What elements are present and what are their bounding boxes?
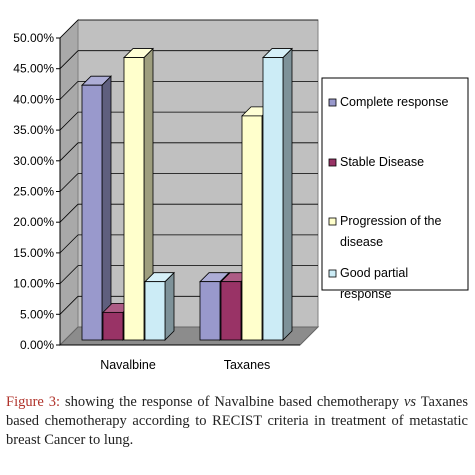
legend-label: Stable Disease <box>340 155 424 169</box>
gridline-side <box>59 142 79 162</box>
y-tick-label: 0.00% <box>20 338 54 352</box>
gridline-side <box>59 203 79 223</box>
x-tick-label: Navalbine <box>100 358 156 372</box>
bar-navalbine-progression-of-the-disease <box>123 47 154 341</box>
legend-item: Complete response <box>328 95 448 109</box>
gridline-side <box>59 265 79 284</box>
legend-label: Progression of the disease <box>340 214 441 249</box>
legend-swatch <box>328 269 337 278</box>
bar-taxanes-good-partial-response <box>262 47 293 341</box>
y-tick-label: 25.00% <box>13 185 54 199</box>
y-tick-label: 30.00% <box>13 154 54 168</box>
y-tick-label: 45.00% <box>13 62 54 76</box>
response-chart: 0.00% 5.00% 10.00% 15.00% 20.00% 25.00% 30.00%… <box>13 18 469 372</box>
caption-label: Figure 3: <box>6 394 61 410</box>
figure-caption: Figure 3: showing the response of Navalb… <box>6 393 468 450</box>
legend-swatch <box>328 158 337 167</box>
bar-navalbine-complete-response <box>81 75 112 341</box>
bar-navalbine-good-partial-response <box>144 271 175 341</box>
caption-vs: vs <box>403 394 417 410</box>
gridline-side <box>59 296 79 315</box>
y-tick-label: 40.00% <box>13 92 54 106</box>
y-tick-label: 35.00% <box>13 123 54 137</box>
caption-text-1: showing the response of Navalbine based … <box>60 394 404 410</box>
gridline-side <box>59 173 79 192</box>
legend-swatch <box>328 98 337 107</box>
y-tick-label: 5.00% <box>20 307 54 321</box>
x-tick-label: Taxanes <box>224 358 271 372</box>
legend-item: Good partial response <box>328 266 408 301</box>
y-tick-label: 10.00% <box>13 277 54 291</box>
y-tick-label: 15.00% <box>13 246 54 260</box>
legend-swatch <box>328 217 337 226</box>
gridline-side <box>59 81 79 100</box>
gridline-side <box>59 111 79 131</box>
y-tick-label: 50.00% <box>13 31 54 45</box>
gridline-side <box>59 50 79 69</box>
legend-item: Progression of the disease <box>328 214 441 249</box>
legend-item: Stable Disease <box>328 155 424 169</box>
caption-text-2: Taxanes based chemotherapy according to … <box>6 394 468 448</box>
legend-box <box>321 77 469 291</box>
gridline-side <box>59 234 79 254</box>
y-tick-label: 20.00% <box>13 215 54 229</box>
legend-label: Good partial response <box>340 266 408 301</box>
legend-label: Complete response <box>340 95 448 109</box>
gridline-side <box>59 19 79 39</box>
